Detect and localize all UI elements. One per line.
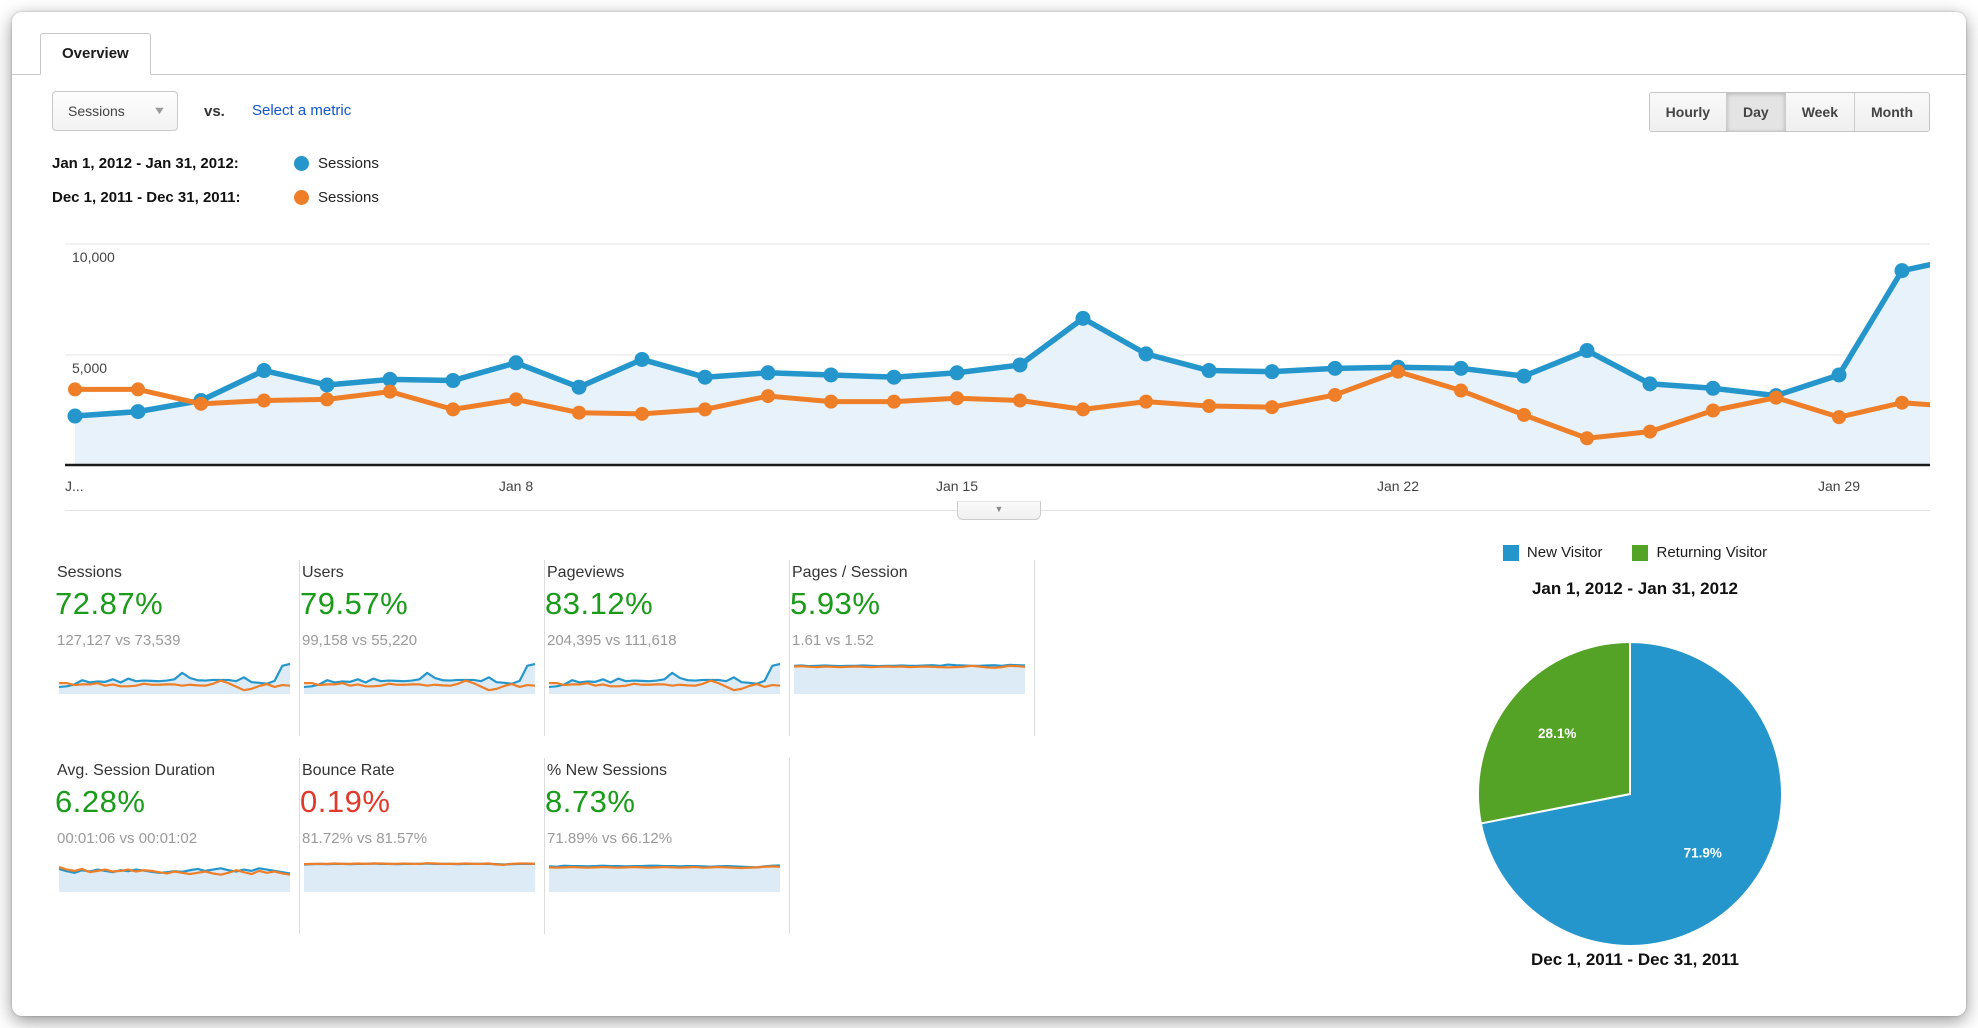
metric-compare: 81.72% vs 81.57% [302, 830, 428, 847]
pie-legend: New Visitor Returning Visitor [1410, 544, 1860, 561]
metric-title: Users [302, 564, 344, 581]
metric-delta: 6.28% [55, 784, 146, 819]
metric-compare: 99,158 vs 55,220 [302, 632, 418, 649]
y-axis-tick: 5,000 [72, 360, 108, 376]
metric-delta: 83.12% [545, 586, 654, 621]
metric-card-users: Users 79.57% 99,158 vs 55,220 [300, 560, 545, 736]
metric-title: % New Sessions [547, 762, 668, 779]
metric-sparkline [548, 662, 781, 694]
granularity-day-button[interactable]: Day [1726, 93, 1785, 131]
granularity-hourly-button[interactable]: Hourly [1649, 93, 1726, 131]
metric-sparkline [58, 662, 291, 694]
legend-swatch-icon [1502, 544, 1519, 561]
metric-compare: 71.89% vs 66.12% [547, 830, 673, 847]
granularity-month-button[interactable]: Month [1854, 93, 1929, 131]
legend-label: Returning Visitor [1656, 544, 1768, 561]
metric-compare: 00:01:06 vs 00:01:02 [57, 830, 198, 847]
metric-selector-dropdown[interactable]: Sessions ▼ [52, 91, 178, 131]
metric-sparkline [793, 663, 1026, 694]
pie-title: Jan 1, 2012 - Jan 31, 2012 [1531, 579, 1739, 598]
pie-slice-new-visitor[interactable] [1479, 640, 1783, 947]
granularity-button-group: Hourly Day Week Month [1648, 92, 1930, 132]
pie-slice-label: 28.1% [1538, 726, 1576, 741]
timeline-svg[interactable] [65, 240, 1930, 468]
legend-row-previous-period: Dec 1, 2011 - Dec 31, 2011: Sessions [52, 186, 379, 208]
pie-legend-item-new-visitor: New Visitor [1502, 544, 1603, 561]
metric-card-pages-session: Pages / Session 5.93% 1.61 vs 1.52 [790, 560, 1035, 736]
legend-date-range: Dec 1, 2011 - Dec 31, 2011: [52, 188, 241, 206]
metric-compare: 204,395 vs 111,618 [547, 632, 677, 649]
visitor-pie-chart[interactable]: 71.9% 28.1% [1470, 634, 1790, 954]
metric-selector-value: Sessions [68, 103, 125, 119]
series-dot-icon [294, 189, 309, 205]
series-dot-icon [294, 155, 309, 171]
metric-delta: 8.73% [545, 784, 636, 819]
metric-card-pageviews: Pageviews 83.12% 204,395 vs 111,618 [545, 560, 790, 736]
sessions-timeline-chart[interactable] [65, 240, 1930, 468]
granularity-week-button[interactable]: Week [1784, 93, 1855, 131]
metric-card-avg-session-duration: Avg. Session Duration 6.28% 00:01:06 vs 00… [55, 758, 300, 934]
metric-compare: 1.61 vs 1.52 [792, 632, 874, 649]
metric-card-bounce-rate: Bounce Rate 0.19% 81.72% vs 81.57% [300, 758, 545, 934]
chevron-down-icon: ▼ [152, 105, 167, 117]
metric-delta: 79.57% [300, 586, 409, 621]
select-metric-link[interactable]: Select a metric [252, 102, 352, 119]
tab-overview[interactable]: Overview [40, 33, 151, 75]
analytics-overview-panel: Overview Sessions ▼ vs. Select a metric … [12, 12, 1966, 1016]
metric-sparkline [303, 662, 536, 694]
x-axis-tick: Jan 15 [935, 478, 979, 494]
x-axis-tick: Jan 22 [1376, 478, 1420, 494]
pie-legend-item-returning-visitor: Returning Visitor [1632, 544, 1767, 561]
legend-series-label: Sessions [318, 154, 379, 172]
metric-title: Pages / Session [792, 564, 908, 581]
metric-delta: 5.93% [790, 586, 881, 621]
metric-sparkline [58, 865, 291, 892]
metric-sparkline [548, 864, 781, 892]
pie-slice-label: 71.9% [1684, 845, 1722, 860]
x-axis-tick: Jan 8 [498, 478, 534, 494]
metric-sparkline [303, 862, 536, 892]
y-axis-tick: 10,000 [72, 249, 115, 265]
pie-slice-returning-visitor[interactable] [1476, 640, 1631, 825]
legend-series-label: Sessions [318, 188, 379, 206]
metric-title: Pageviews [547, 564, 625, 581]
metric-title: Sessions [57, 564, 122, 581]
legend-date-range: Jan 1, 2012 - Jan 31, 2012: [52, 154, 239, 172]
metric-card-sessions: Sessions 72.87% 127,127 vs 73,539 [55, 560, 300, 736]
metric-delta: 72.87% [55, 586, 164, 621]
x-axis-tick: J... [65, 478, 84, 494]
chart-expander[interactable]: ▼ [957, 501, 1041, 520]
legend-swatch-icon [1632, 544, 1649, 561]
vs-label: vs. [204, 103, 225, 120]
legend-label: New Visitor [1526, 544, 1603, 561]
pie-footer: Dec 1, 2011 - Dec 31, 2011 [1531, 950, 1739, 969]
metric-title: Avg. Session Duration [57, 762, 216, 779]
legend-row-current-period: Jan 1, 2012 - Jan 31, 2012: Sessions [52, 152, 379, 174]
metric-delta: 0.19% [300, 784, 391, 819]
metric-compare: 127,127 vs 73,539 [57, 632, 181, 649]
metric-card-new-sessions: % New Sessions 8.73% 71.89% vs 66.12% [545, 758, 790, 934]
metric-title: Bounce Rate [302, 762, 395, 779]
x-axis-tick: Jan 29 [1817, 478, 1861, 494]
tab-bar: Overview [12, 12, 1966, 75]
